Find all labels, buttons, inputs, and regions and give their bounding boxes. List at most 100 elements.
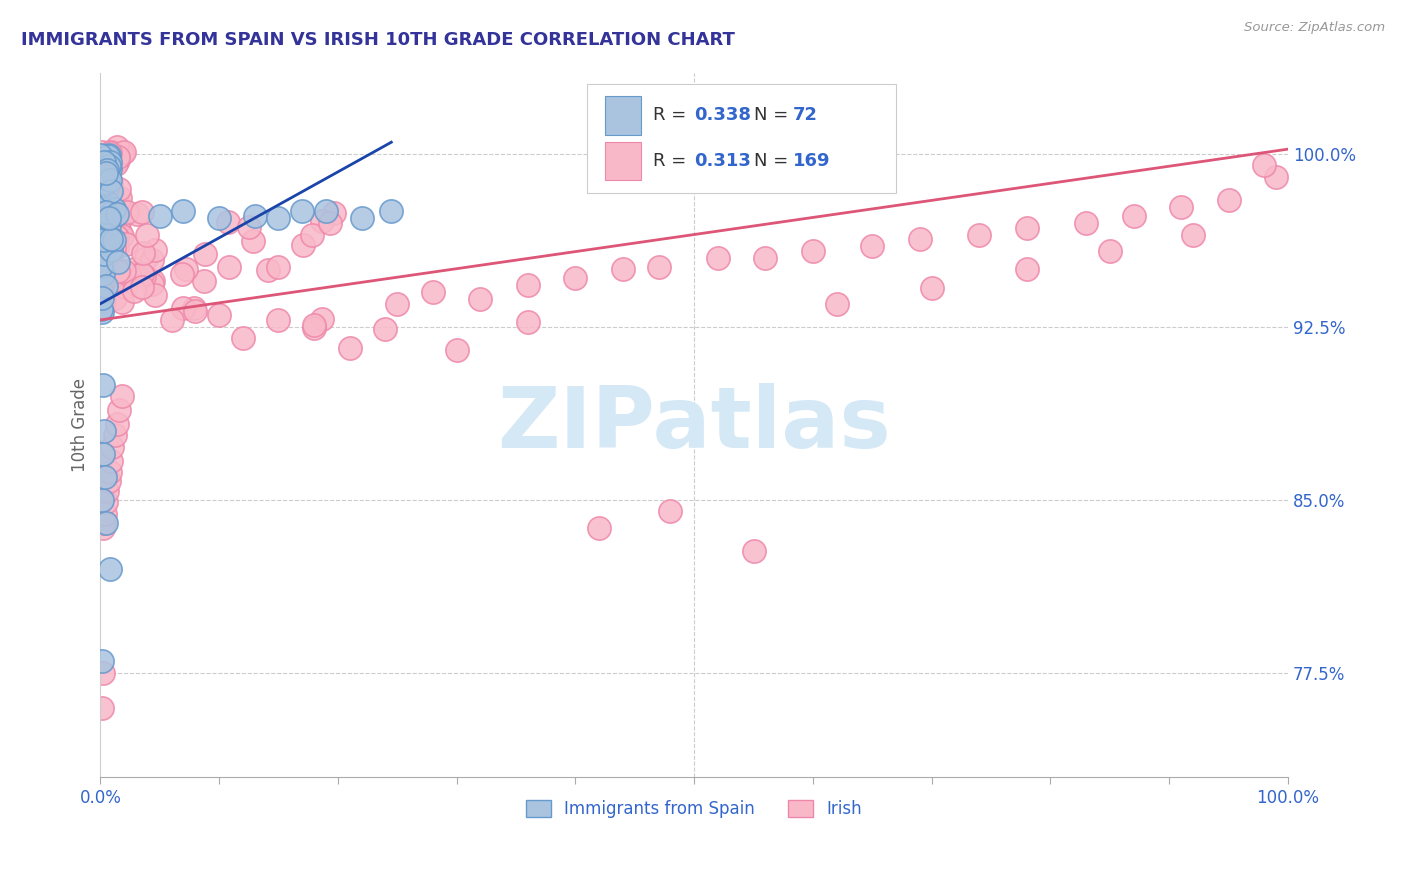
Point xyxy=(131,279,153,293)
Point xyxy=(104,428,127,442)
Point xyxy=(100,145,122,159)
Point xyxy=(516,315,538,329)
Point xyxy=(94,279,117,293)
Point xyxy=(1181,227,1204,242)
Point xyxy=(97,148,120,162)
Point xyxy=(98,180,121,194)
Point xyxy=(104,202,127,217)
Point xyxy=(217,215,239,229)
Point xyxy=(96,171,118,186)
Point xyxy=(174,261,197,276)
Point xyxy=(149,209,172,223)
Point xyxy=(96,211,118,226)
Point xyxy=(100,186,122,201)
Point xyxy=(90,234,112,248)
Point xyxy=(96,516,118,530)
Point xyxy=(94,204,117,219)
Point xyxy=(91,199,114,213)
Point xyxy=(136,227,159,242)
FancyBboxPatch shape xyxy=(605,95,641,135)
Point xyxy=(232,331,254,345)
Point xyxy=(193,274,215,288)
Point xyxy=(105,207,128,221)
Point xyxy=(112,145,135,160)
Point xyxy=(105,140,128,154)
Point xyxy=(91,377,114,392)
Point xyxy=(112,264,135,278)
Point xyxy=(422,285,444,300)
Point xyxy=(132,246,155,260)
Point xyxy=(105,206,128,220)
Point xyxy=(107,264,129,278)
Point xyxy=(184,303,207,318)
Point xyxy=(311,312,333,326)
Point xyxy=(100,207,122,221)
Point xyxy=(111,389,134,403)
Point xyxy=(311,213,333,227)
Point xyxy=(97,475,120,489)
Point xyxy=(103,213,125,227)
Point xyxy=(1218,193,1240,207)
Point xyxy=(387,297,409,311)
Point xyxy=(91,158,114,172)
Point xyxy=(208,211,231,226)
Point xyxy=(100,232,122,246)
Point xyxy=(242,234,264,248)
Legend: Immigrants from Spain, Irish: Immigrants from Spain, Irish xyxy=(519,793,869,825)
Point xyxy=(339,341,361,355)
Point xyxy=(90,222,112,236)
Point xyxy=(374,322,396,336)
Point xyxy=(94,233,117,247)
Point xyxy=(93,149,115,163)
Text: Source: ZipAtlas.com: Source: ZipAtlas.com xyxy=(1244,21,1385,35)
Point xyxy=(131,205,153,219)
Text: 0.338: 0.338 xyxy=(695,106,751,124)
Point xyxy=(103,241,125,255)
Point xyxy=(1253,158,1275,172)
Point xyxy=(967,227,990,242)
Point xyxy=(100,244,122,258)
Point xyxy=(115,204,138,219)
Point xyxy=(659,504,682,518)
Point xyxy=(98,562,121,576)
Point xyxy=(96,227,118,242)
Point xyxy=(108,403,131,417)
Point xyxy=(98,155,121,169)
Point xyxy=(516,278,538,293)
Point xyxy=(91,260,114,275)
Point xyxy=(94,507,117,521)
Point xyxy=(100,453,122,467)
Point xyxy=(647,260,669,274)
Point xyxy=(104,229,127,244)
Point xyxy=(91,666,114,681)
Point xyxy=(301,227,323,242)
Point xyxy=(1122,209,1144,223)
Point xyxy=(208,308,231,322)
Point xyxy=(93,148,115,162)
Point xyxy=(98,161,121,176)
Point xyxy=(111,294,134,309)
Text: IMMIGRANTS FROM SPAIN VS IRISH 10TH GRADE CORRELATION CHART: IMMIGRANTS FROM SPAIN VS IRISH 10TH GRAD… xyxy=(21,31,735,49)
Point xyxy=(91,291,114,305)
Point xyxy=(114,237,136,252)
Point xyxy=(108,191,131,205)
Point xyxy=(94,176,117,190)
Point xyxy=(1074,216,1097,230)
Point xyxy=(860,239,883,253)
Text: R =: R = xyxy=(652,106,692,124)
Point xyxy=(108,214,131,228)
Point xyxy=(93,516,115,530)
Point xyxy=(742,543,765,558)
Point xyxy=(125,207,148,221)
Point xyxy=(91,145,114,159)
Point xyxy=(96,165,118,179)
Point xyxy=(825,297,848,311)
Point xyxy=(122,284,145,298)
Point xyxy=(98,219,121,233)
Point xyxy=(267,211,290,226)
Point xyxy=(257,263,280,277)
Point xyxy=(107,255,129,269)
Point xyxy=(107,195,129,210)
Text: 169: 169 xyxy=(793,152,831,170)
Point xyxy=(96,212,118,227)
